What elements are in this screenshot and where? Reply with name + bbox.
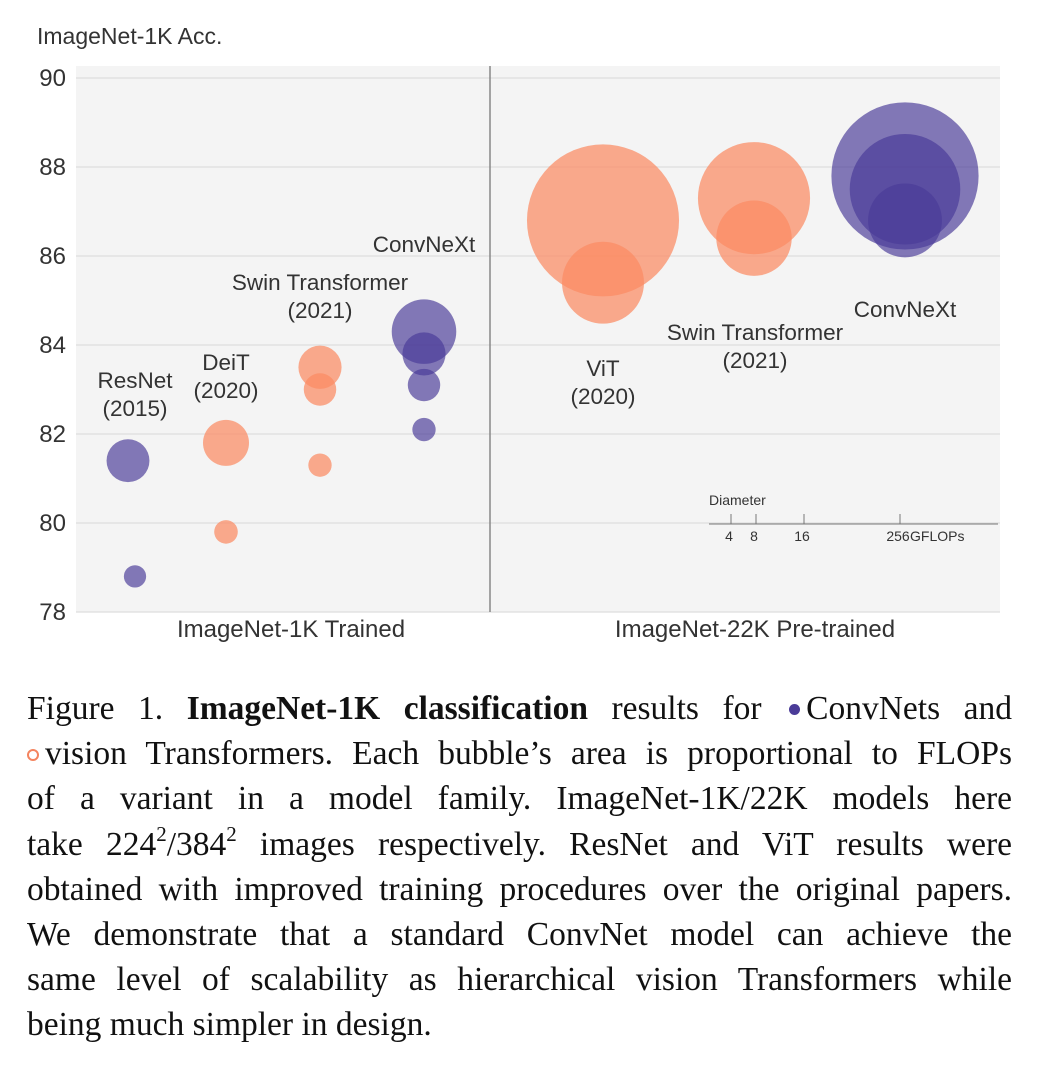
size-legend-unit: GFLOPs	[910, 528, 964, 544]
caption-line-3: of a variant in a model family. ImageNet…	[27, 780, 1012, 818]
figure-caption: Figure 1. ImageNet-1K classification res…	[27, 686, 1012, 1048]
caption-line-4: take 2242/3842 images respectively. ResN…	[27, 822, 1012, 867]
y-tick-label: 78	[39, 599, 66, 626]
caption-line-8: being much simpler in design.	[27, 1006, 432, 1044]
caption-bold-title: ImageNet-1K classification	[186, 690, 588, 727]
y-tick-label: 84	[39, 332, 66, 359]
y-tick-label: 88	[39, 154, 66, 181]
caption-line-6: We demonstrate that a standard ConvNet m…	[27, 916, 1012, 954]
caption-figure-number: Figure 1.	[27, 690, 164, 727]
series-label: ConvNeXt	[373, 232, 476, 257]
convnet-bubble	[868, 183, 942, 258]
caption-line-7: same level of scalability as hierarchica…	[27, 961, 1012, 999]
convnet-bubble	[407, 368, 441, 402]
series-label: Swin Transformer	[232, 270, 409, 295]
caption-superscript: 2	[226, 821, 237, 846]
size-legend-tick-label: 256	[886, 528, 910, 544]
caption-superscript: 2	[156, 821, 167, 846]
series-label: ViT	[586, 356, 620, 381]
caption-text: vision Transformers. Each bubble’s area …	[45, 735, 1012, 773]
series-label: (2021)	[722, 348, 787, 373]
panel-label: ImageNet-1K Trained	[177, 616, 405, 643]
y-axis-label: ImageNet-1K Acc.	[37, 23, 222, 49]
transformer-bubble	[308, 453, 332, 477]
series-label: (2020)	[193, 378, 258, 403]
caption-text: results for	[611, 690, 762, 727]
transformer-bubble	[214, 520, 238, 544]
size-legend-title: Diameter	[709, 492, 766, 508]
series-label: ResNet	[97, 368, 173, 393]
caption-text: ConvNets and	[806, 690, 1013, 727]
series-label: (2015)	[102, 396, 167, 421]
caption-text: images respectively. ResNet and ViT resu…	[259, 825, 1013, 863]
panel-label: ImageNet-22K Pre-trained	[615, 616, 895, 643]
transformer-bubble	[562, 241, 644, 324]
size-legend-tick-label: 8	[750, 528, 758, 544]
transformer-bubble	[526, 144, 680, 297]
series-label: (2021)	[287, 298, 352, 323]
caption-line-2: vision Transformers. Each bubble’s area …	[27, 731, 1012, 776]
series-label: Swin Transformer	[667, 320, 844, 345]
transformer-marker-icon	[27, 749, 39, 762]
series-label: ConvNeXt	[854, 297, 957, 322]
size-legend-tick-label: 4	[725, 528, 733, 544]
series-label: DeiT	[202, 350, 250, 375]
y-tick-label: 90	[39, 65, 66, 92]
caption-text: take 224	[27, 825, 157, 863]
caption-line-5: obtained with improved training procedur…	[27, 870, 1012, 908]
convnet-bubble	[402, 332, 446, 376]
y-tick-label: 86	[39, 243, 66, 270]
convnet-bubble	[412, 417, 436, 442]
transformer-bubble	[303, 373, 337, 406]
transformer-bubble	[716, 200, 792, 276]
size-legend-tick-label: 16	[794, 528, 810, 544]
caption-line-1: Figure 1. ImageNet-1K classification res…	[27, 686, 1012, 731]
caption-text: /384	[166, 825, 227, 863]
y-tick-label: 80	[39, 510, 66, 537]
transformer-bubble	[202, 419, 250, 466]
convnet-bubble	[106, 439, 150, 483]
convnet-marker-icon	[789, 704, 801, 716]
y-tick-label: 82	[39, 421, 66, 448]
series-label: (2020)	[570, 384, 635, 409]
convnet-bubble	[123, 565, 147, 588]
